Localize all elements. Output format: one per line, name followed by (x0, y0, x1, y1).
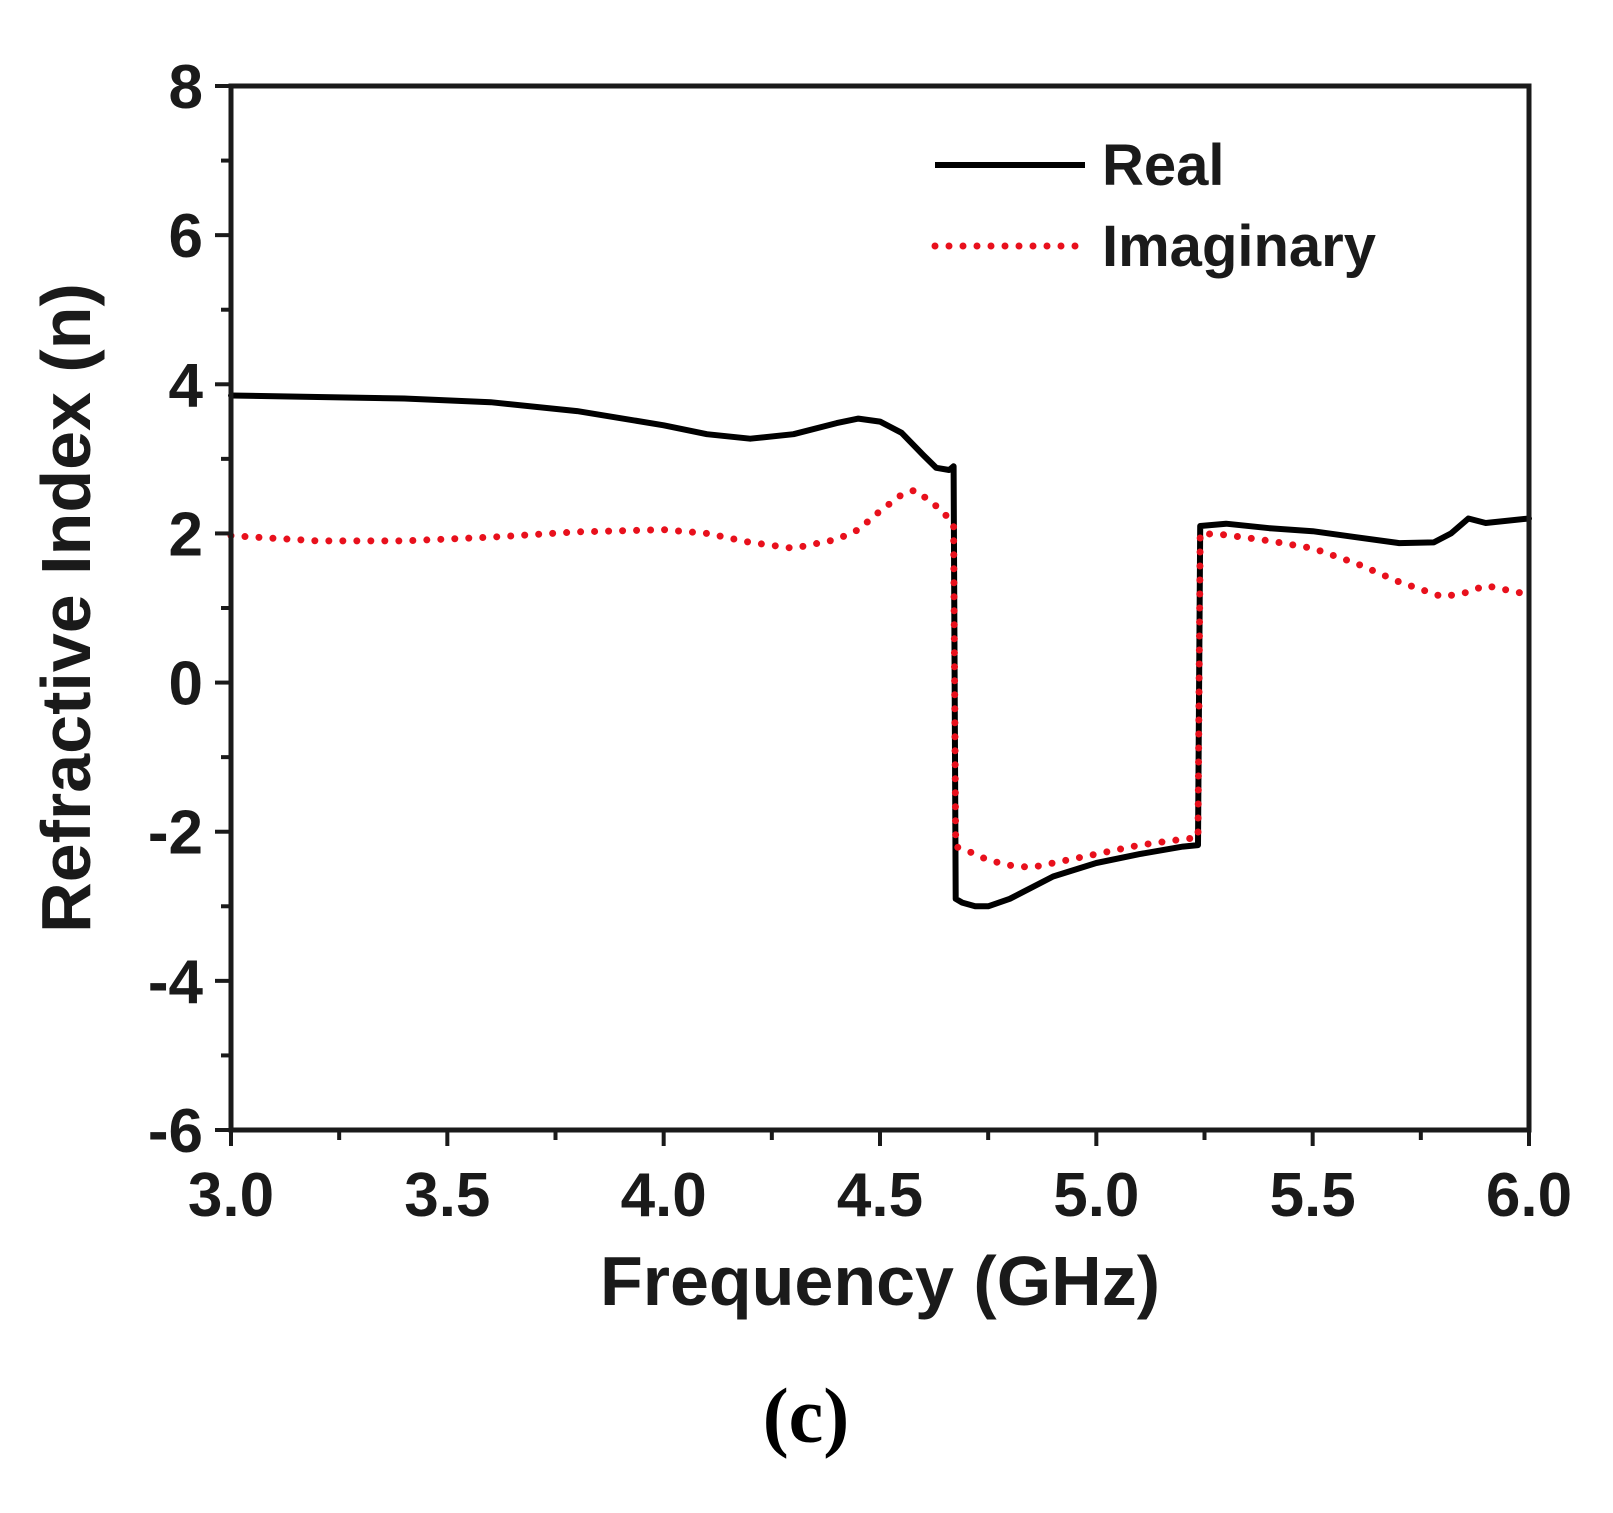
y-tick-label-4: 2 (169, 500, 203, 569)
series-imaginary-line (227, 486, 1533, 871)
y-tick-label-3: 0 (169, 650, 203, 719)
series-layer (227, 392, 1533, 910)
x-tick-label-0: 3.0 (188, 1161, 274, 1230)
x-tick-label-6: 6.0 (1486, 1161, 1572, 1230)
x-tick-label-1: 3.5 (404, 1161, 490, 1230)
y-tick-label-6: 6 (169, 202, 203, 271)
y-tick-label-7: 8 (169, 53, 203, 122)
series-real-line (228, 392, 1532, 910)
y-tick-label-0: -6 (148, 1097, 203, 1166)
x-tick-label-5: 5.5 (1270, 1161, 1356, 1230)
y-axis-title: Refractive Index (n) (27, 283, 105, 933)
x-tick-label-2: 4.0 (621, 1161, 707, 1230)
legend: Real Imaginary (931, 133, 1376, 279)
legend-label-imaginary: Imaginary (1102, 214, 1376, 279)
x-tick-label-3: 4.5 (837, 1161, 923, 1230)
panel-label: (c) (763, 1372, 850, 1459)
x-axis: 3.0 3.5 4.0 4.5 5.0 5.5 6.0 (188, 1130, 1572, 1230)
y-tick-label-1: -4 (148, 948, 204, 1017)
y-tick-label-2: -2 (148, 799, 203, 868)
y-axis: -6 -4 -2 0 2 4 6 8 (148, 53, 231, 1166)
x-tick-label-4: 5.0 (1053, 1161, 1139, 1230)
x-axis-title: Frequency (GHz) (600, 1242, 1160, 1320)
legend-label-real: Real (1102, 133, 1225, 198)
y-tick-label-5: 4 (169, 351, 204, 420)
